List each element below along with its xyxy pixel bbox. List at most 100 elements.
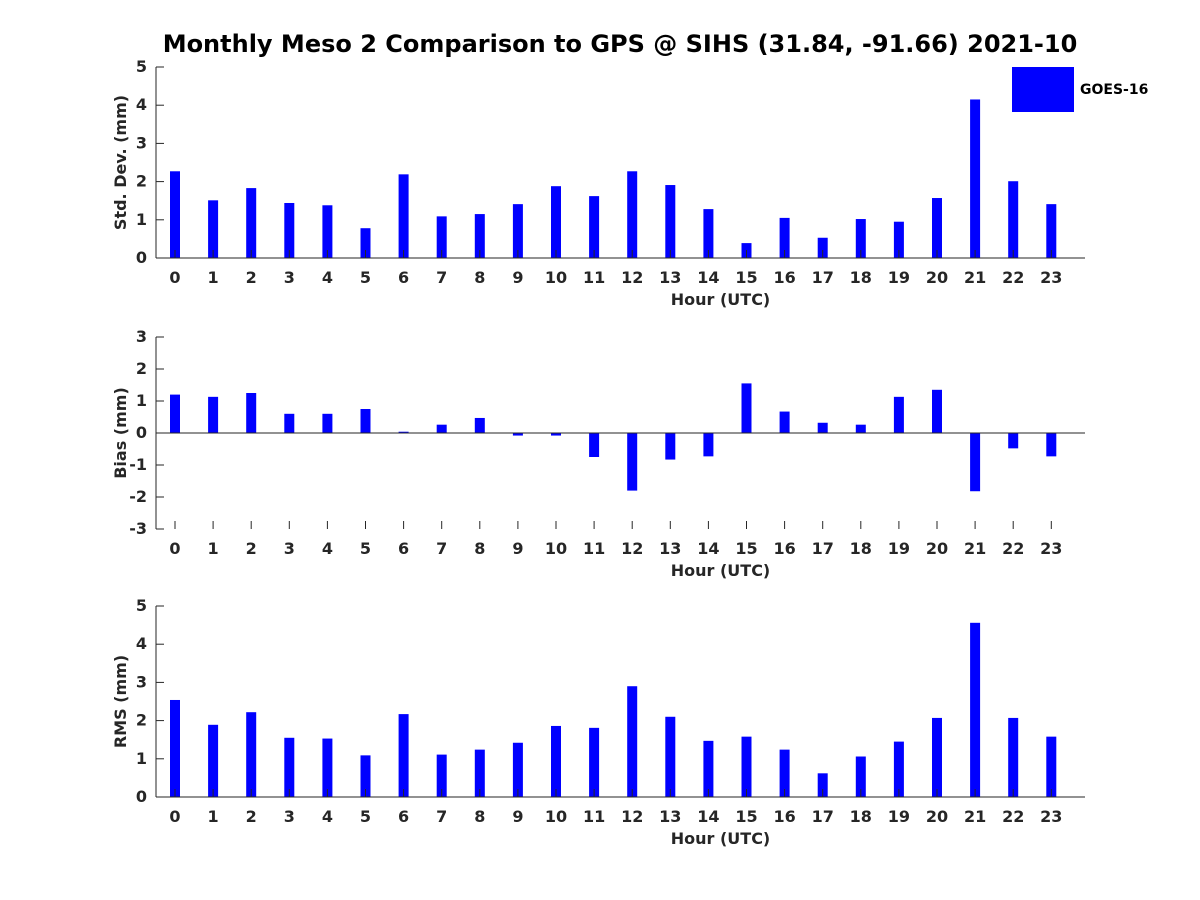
std-dev-bar-4 xyxy=(322,205,333,258)
bias-bar-2 xyxy=(246,393,257,433)
rms-x-tick-label: 0 xyxy=(169,807,180,826)
rms-y-tick-label: 1 xyxy=(136,749,147,768)
rms-y-axis-label: RMS (mm) xyxy=(111,655,130,748)
rms-bar-0 xyxy=(170,699,180,797)
rms-y-tick-label: 4 xyxy=(136,634,147,653)
rms-bar-18 xyxy=(855,756,866,797)
std-dev-bar-6 xyxy=(398,174,409,258)
rms-bar-10 xyxy=(551,725,561,797)
std-dev-x-tick-label: 20 xyxy=(926,268,948,287)
rms-y-tick-label: 5 xyxy=(136,596,147,615)
bias-bar-14 xyxy=(703,433,714,457)
std-dev-y-axis-label: Std. Dev. (mm) xyxy=(111,95,130,230)
std-dev-x-tick-label: 10 xyxy=(545,268,567,287)
std-dev-bar-2 xyxy=(246,188,257,258)
rms-x-tick-label: 14 xyxy=(697,807,719,826)
std-dev-bar-13 xyxy=(665,185,676,258)
bias-bar-15 xyxy=(741,383,752,433)
bias-x-tick-label: 17 xyxy=(812,539,834,558)
bias-x-tick-label: 5 xyxy=(360,539,371,558)
bias-y-tick-label: 2 xyxy=(136,359,147,378)
rms-bar-21 xyxy=(970,622,981,797)
bias-x-tick-label: 16 xyxy=(773,539,795,558)
legend-label-goes-16: GOES-16 xyxy=(1080,81,1149,98)
std-dev-x-tick-label: 0 xyxy=(169,268,180,287)
std-dev-bar-9 xyxy=(512,204,523,258)
std-dev-bar-18 xyxy=(855,219,866,258)
std-dev-bar-23 xyxy=(1046,204,1057,258)
std-dev-bar-17 xyxy=(817,237,828,258)
std-dev-x-tick-label: 1 xyxy=(208,268,219,287)
std-dev-bar-12 xyxy=(627,171,638,258)
bias-y-tick-label: 1 xyxy=(136,391,147,410)
std-dev-x-tick-label: 5 xyxy=(360,268,371,287)
bias-y-axis-label: Bias (mm) xyxy=(111,387,130,479)
bias-bar-17 xyxy=(817,422,828,433)
rms-x-tick-label: 3 xyxy=(284,807,295,826)
bias-x-tick-label: 9 xyxy=(512,539,523,558)
std-dev-bar-1 xyxy=(208,200,219,258)
rms-x-tick-label: 18 xyxy=(850,807,872,826)
std-dev-y-tick-label: 0 xyxy=(136,248,147,267)
bias-x-tick-label: 18 xyxy=(850,539,872,558)
rms-x-axis-label: Hour (UTC) xyxy=(671,829,771,848)
bias-bar-1 xyxy=(208,396,219,433)
legend: GOES-16 xyxy=(1012,67,1148,112)
rms-bar-23 xyxy=(1046,736,1057,797)
bias-x-tick-label: 3 xyxy=(284,539,295,558)
bias-bar-12 xyxy=(627,433,638,491)
bias-y-tick-label: 0 xyxy=(136,423,147,442)
rms-bar-7 xyxy=(436,754,447,797)
bias-x-tick-label: 4 xyxy=(322,539,333,558)
std-dev-x-tick-label: 6 xyxy=(398,268,409,287)
rms-bar-17 xyxy=(817,773,828,797)
std-dev-x-axis-label: Hour (UTC) xyxy=(671,290,771,309)
std-dev-bar-21 xyxy=(970,99,981,258)
std-dev-y-tick-label: 5 xyxy=(136,57,147,76)
bias-y-tick-label: 3 xyxy=(136,327,147,346)
std-dev-x-tick-label: 18 xyxy=(850,268,872,287)
std-dev-bar-8 xyxy=(474,214,485,258)
std-dev-bar-16 xyxy=(779,217,790,258)
rms-bar-22 xyxy=(1008,717,1019,797)
bias-x-tick-label: 1 xyxy=(208,539,219,558)
std-dev-x-tick-label: 16 xyxy=(773,268,795,287)
std-dev-bar-11 xyxy=(589,196,600,258)
rms-x-tick-label: 10 xyxy=(545,807,567,826)
rms-bar-16 xyxy=(779,749,790,797)
bias-y-tick-label: -3 xyxy=(129,519,147,538)
bias-x-tick-label: 19 xyxy=(888,539,910,558)
std-dev-x-tick-label: 2 xyxy=(246,268,257,287)
std-dev-y-tick-label: 2 xyxy=(136,172,147,191)
bias-x-tick-label: 7 xyxy=(436,539,447,558)
std-dev-x-tick-label: 22 xyxy=(1002,268,1024,287)
rms-bar-12 xyxy=(627,686,638,797)
rms-x-tick-label: 15 xyxy=(735,807,757,826)
bias-bar-13 xyxy=(665,433,676,460)
std-dev-bar-5 xyxy=(360,228,371,258)
rms-x-tick-label: 4 xyxy=(322,807,333,826)
bias-x-tick-label: 20 xyxy=(926,539,948,558)
bias-bar-23 xyxy=(1046,433,1057,457)
bias-x-tick-label: 21 xyxy=(964,539,986,558)
bias-bar-9 xyxy=(512,433,523,436)
bias-x-tick-label: 11 xyxy=(583,539,605,558)
bias-bar-10 xyxy=(551,433,561,436)
std-dev-y-tick-label: 3 xyxy=(136,133,147,152)
std-dev-bar-10 xyxy=(551,186,561,258)
bias-y-tick-label: -2 xyxy=(129,487,147,506)
rms-x-tick-label: 19 xyxy=(888,807,910,826)
bias-x-tick-label: 13 xyxy=(659,539,681,558)
rms-x-tick-label: 21 xyxy=(964,807,986,826)
rms-x-tick-label: 7 xyxy=(436,807,447,826)
bias-x-tick-label: 8 xyxy=(474,539,485,558)
std-dev-bar-14 xyxy=(703,209,714,258)
std-dev-bar-0 xyxy=(170,171,180,258)
std-dev-y-tick-label: 1 xyxy=(136,210,147,229)
rms-bar-6 xyxy=(398,714,409,797)
rms-x-tick-label: 12 xyxy=(621,807,643,826)
bias-x-tick-label: 14 xyxy=(697,539,719,558)
std-dev-x-tick-label: 17 xyxy=(812,268,834,287)
rms-bar-11 xyxy=(589,727,600,797)
